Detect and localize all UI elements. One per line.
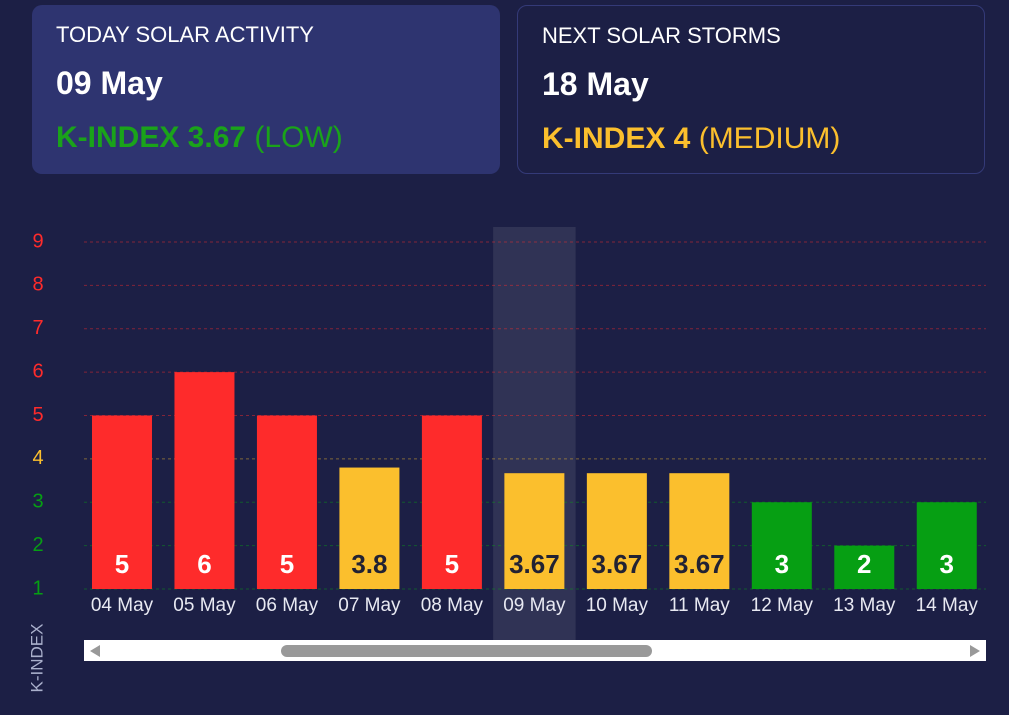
card-index: K-INDEX 4 (MEDIUM) [542, 122, 840, 156]
bar [916, 502, 977, 589]
bar [174, 372, 235, 589]
bar [751, 502, 812, 589]
x-tick-label: 11 May [669, 595, 730, 616]
bar [586, 473, 647, 589]
bar [421, 415, 482, 589]
y-tick-label: 1 [32, 577, 43, 599]
x-tick-label: 14 May [916, 595, 979, 616]
y-axis-title: K-INDEX [27, 624, 46, 693]
index-value: K-INDEX 4 [542, 122, 691, 155]
y-tick-label: 2 [32, 534, 43, 556]
card-title: NEXT SOLAR STORMS [542, 23, 781, 48]
bar [504, 473, 565, 589]
x-tick-label: 09 May [503, 595, 566, 616]
index-level: (LOW) [254, 121, 343, 154]
value-label: 3.67 [509, 549, 560, 579]
card-date: 18 May [542, 66, 649, 102]
value-label: 3.67 [674, 549, 725, 579]
y-tick-label: 7 [32, 317, 43, 339]
value-label: 6 [197, 549, 211, 579]
scroll-right[interactable] [970, 645, 980, 657]
card-date: 09 May [56, 65, 163, 101]
x-tick-label: 13 May [833, 595, 896, 616]
x-tick-label: 04 May [91, 595, 154, 616]
value-label: 3 [940, 549, 954, 579]
y-tick-label: 5 [32, 404, 43, 426]
value-label: 5 [445, 549, 459, 579]
bar [256, 415, 317, 589]
x-tick-label: 10 May [586, 595, 649, 616]
today-card: TODAY SOLAR ACTIVITY 09 May K-INDEX 3.67… [32, 5, 500, 174]
bar [91, 415, 152, 589]
index-level: (MEDIUM) [698, 122, 841, 155]
y-tick-label: 6 [32, 360, 43, 382]
bar [669, 473, 730, 589]
value-label: 5 [115, 549, 129, 579]
y-tick-label: 9 [32, 230, 43, 252]
bar [339, 467, 400, 589]
value-label: 5 [280, 549, 294, 579]
next-card: NEXT SOLAR STORMS 18 May K-INDEX 4 (MEDI… [517, 5, 985, 174]
value-label: 2 [857, 549, 871, 579]
value-label: 3 [775, 549, 789, 579]
value-label: 3.8 [351, 549, 387, 579]
bar [834, 545, 895, 589]
y-tick-label: 8 [32, 274, 43, 296]
x-tick-label: 05 May [173, 595, 236, 616]
card-title: TODAY SOLAR ACTIVITY [56, 22, 314, 47]
card-index: K-INDEX 3.67 (LOW) [56, 121, 343, 155]
x-tick-label: 07 May [338, 595, 401, 616]
index-value: K-INDEX 3.67 [56, 121, 247, 154]
value-label: 3.67 [592, 549, 643, 579]
x-tick-label: 08 May [421, 595, 484, 616]
x-tick-label: 06 May [256, 595, 319, 616]
scrollbar[interactable] [84, 640, 986, 661]
y-tick-label: 3 [32, 491, 43, 513]
scroll-left[interactable] [90, 645, 100, 657]
scroll-thumb[interactable] [281, 645, 652, 657]
x-tick-label: 12 May [751, 595, 814, 616]
y-tick-label: 4 [32, 447, 43, 469]
